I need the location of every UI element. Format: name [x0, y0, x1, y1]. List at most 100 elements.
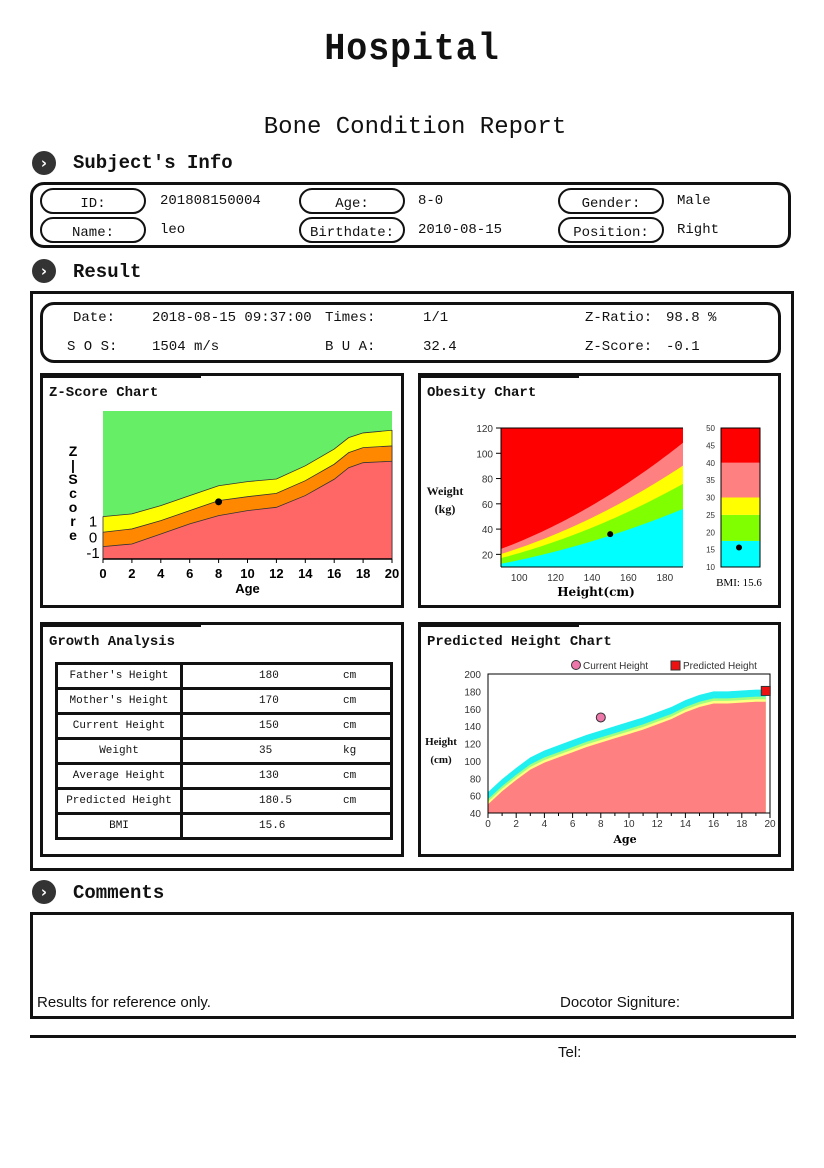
- y-tick-label: 100: [476, 449, 493, 460]
- row-unit: cm: [343, 695, 357, 707]
- section-result: Result: [73, 261, 142, 283]
- name-value: leo: [160, 222, 186, 238]
- row-label: Father's Height: [55, 662, 183, 690]
- legend-current-marker: [571, 660, 581, 670]
- row-value: 130 cm: [180, 762, 393, 790]
- predicted-height-chart: 0 2 4 6 8 10 12 14 16 18 20 40 60 80 100 120 140 160 180 20…: [464, 660, 776, 846]
- bmi-label: BMI: 15.6: [716, 577, 762, 589]
- section-subject-info: Subject's Info: [73, 152, 233, 174]
- y-axis-label: Height (cm): [425, 736, 457, 766]
- legend-predicted-marker: [670, 660, 681, 671]
- y-axis-label: Weight (kg): [426, 484, 464, 516]
- x-tick-label: 16: [708, 819, 720, 830]
- bmi-point: [736, 544, 742, 551]
- row-value: 15.6: [180, 812, 393, 840]
- y-tick-label: 60: [470, 792, 482, 803]
- table-row: Current Height 150 cm: [55, 712, 393, 740]
- date-value: 2018-08-15 09:37:00: [152, 310, 312, 326]
- row-label: Predicted Height: [55, 787, 183, 815]
- row-unit: cm: [343, 720, 357, 732]
- chevron-right-circle-icon: ›: [32, 880, 56, 904]
- x-tick-label: 120: [547, 573, 564, 584]
- x-axis-label: Height(cm): [557, 585, 635, 599]
- birthdate-label: Birthdate:: [299, 217, 405, 243]
- current-height-point: [595, 712, 606, 723]
- x-tick-label: 8: [598, 819, 604, 830]
- position-value: Right: [677, 222, 720, 238]
- x-tick-label: 4: [157, 566, 165, 581]
- zratio-label: Z-Ratio:: [585, 310, 653, 326]
- x-tick-label: 180: [656, 573, 673, 584]
- y-tick-label: 100: [464, 757, 481, 768]
- chevron-right-circle-icon: ›: [32, 259, 56, 283]
- x-tick-label: 8: [215, 566, 222, 581]
- row-value-text: 180: [259, 670, 279, 682]
- x-axis-label: Age: [235, 581, 260, 596]
- hospital-title: Hospital: [324, 28, 500, 71]
- y-axis-label-char: Z: [69, 443, 78, 459]
- y-axis-label-char: r: [70, 513, 76, 529]
- x-tick-label: 2: [128, 566, 135, 581]
- row-value: 170 cm: [180, 687, 393, 715]
- zscore-chart-title: Z-Score Chart: [49, 385, 159, 401]
- bua-label: B U A:: [325, 339, 376, 355]
- growth-analysis-title: Growth Analysis: [49, 634, 176, 650]
- y-tick-label: 20: [482, 550, 494, 561]
- doctor-signature-label: Docotor Signiture:: [560, 994, 681, 1011]
- subject-point: [215, 498, 223, 506]
- zratio-value: 98.8 %: [666, 310, 717, 326]
- table-row: Mother's Height 170 cm: [55, 687, 393, 715]
- y-tick-label: 80: [470, 774, 482, 785]
- birthdate-value: 2010-08-15: [418, 222, 503, 238]
- bmi-bar-band: [721, 462, 760, 498]
- row-value-text: 150: [259, 720, 279, 732]
- row-label: Average Height: [55, 762, 183, 790]
- name-label: Name:: [40, 217, 146, 243]
- predicted-height-point: [760, 685, 771, 696]
- y-tick-label: 40: [470, 809, 482, 820]
- y-tick-label: 40: [482, 525, 494, 536]
- legend-current-label: Current Height: [583, 661, 648, 672]
- row-label: Weight: [55, 737, 183, 765]
- y-tick-label: 120: [464, 740, 481, 751]
- zscore-value: -0.1: [666, 339, 700, 355]
- row-value-text: 35: [259, 745, 273, 757]
- y-tick-label: 140: [464, 722, 481, 733]
- row-value: 150 cm: [180, 712, 393, 740]
- obesity-chart-panel: Obesity Chart 100 120 140 160 180 20 40 60 80 100…: [418, 373, 781, 608]
- row-value-text: 180.5: [259, 795, 293, 807]
- bmi-bar-border: [720, 427, 761, 568]
- gender-label: Gender:: [558, 188, 664, 214]
- row-label: BMI: [55, 812, 183, 840]
- bmi-tick-label: 50: [706, 424, 715, 433]
- x-tick-label: 100: [511, 573, 528, 584]
- x-tick-label: 6: [570, 819, 576, 830]
- row-value-text: 170: [259, 695, 279, 707]
- panel-tab: [421, 622, 579, 627]
- table-row: Weight 35 kg: [55, 737, 393, 765]
- age-value: 8-0: [418, 193, 444, 209]
- disclaimer: Results for reference only.: [37, 994, 211, 1011]
- footer-divider: [30, 1035, 796, 1038]
- zscore-label: Z-Score:: [585, 339, 653, 355]
- x-tick-label: 140: [584, 573, 601, 584]
- sos-label: S O S:: [67, 339, 118, 355]
- x-tick-label: 18: [736, 819, 748, 830]
- bmi-tick-label: 10: [706, 563, 715, 572]
- x-tick-label: 160: [620, 573, 637, 584]
- comments-box[interactable]: [30, 912, 794, 1019]
- y-axis-label-char: |: [71, 457, 75, 473]
- bmi-tick-label: 45: [706, 441, 715, 450]
- x-axis-label: Age: [612, 833, 636, 846]
- x-tick-label: 20: [385, 566, 399, 581]
- y-tick-label: 200: [464, 670, 481, 681]
- date-label: Date:: [73, 310, 116, 326]
- bmi-tick-label: 25: [706, 511, 715, 520]
- x-tick-label: 18: [356, 566, 370, 581]
- row-value-text: 15.6: [259, 820, 286, 832]
- predicted-height-title: Predicted Height Chart: [427, 634, 612, 650]
- row-value: 180 cm: [180, 662, 393, 690]
- table-row: BMI 15.6: [55, 812, 393, 840]
